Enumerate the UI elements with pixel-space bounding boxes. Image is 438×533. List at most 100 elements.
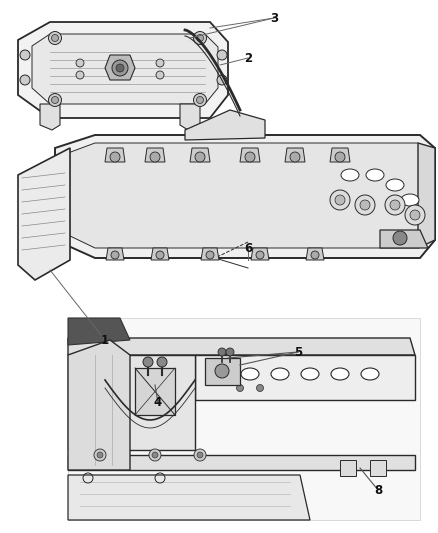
Circle shape	[110, 152, 120, 162]
Circle shape	[156, 71, 164, 79]
Ellipse shape	[241, 368, 259, 380]
Circle shape	[237, 384, 244, 392]
Circle shape	[156, 251, 164, 259]
Circle shape	[226, 348, 234, 356]
Polygon shape	[68, 318, 420, 520]
Circle shape	[94, 449, 106, 461]
Ellipse shape	[301, 368, 319, 380]
Polygon shape	[185, 110, 265, 140]
Circle shape	[206, 251, 214, 259]
Circle shape	[405, 205, 425, 225]
Circle shape	[194, 93, 206, 107]
Ellipse shape	[361, 368, 379, 380]
Text: 3: 3	[270, 12, 278, 25]
Polygon shape	[205, 358, 240, 385]
Circle shape	[335, 195, 345, 205]
Circle shape	[116, 64, 124, 72]
Circle shape	[157, 357, 167, 367]
Polygon shape	[180, 104, 200, 130]
Polygon shape	[106, 248, 124, 260]
Ellipse shape	[216, 368, 234, 380]
Polygon shape	[105, 55, 135, 80]
Ellipse shape	[341, 169, 359, 181]
Polygon shape	[380, 230, 428, 248]
Circle shape	[217, 75, 227, 85]
Polygon shape	[105, 148, 125, 162]
Polygon shape	[195, 355, 415, 400]
Circle shape	[410, 210, 420, 220]
Polygon shape	[340, 460, 356, 476]
Circle shape	[218, 348, 226, 356]
Circle shape	[355, 195, 375, 215]
Circle shape	[217, 50, 227, 60]
Circle shape	[194, 31, 206, 44]
Circle shape	[156, 59, 164, 67]
Circle shape	[215, 364, 229, 378]
Circle shape	[112, 60, 128, 76]
Polygon shape	[151, 248, 169, 260]
Circle shape	[20, 75, 30, 85]
Circle shape	[197, 452, 203, 458]
Text: 6: 6	[244, 241, 252, 254]
Polygon shape	[201, 248, 219, 260]
Ellipse shape	[386, 179, 404, 191]
Polygon shape	[145, 148, 165, 162]
Polygon shape	[68, 455, 415, 470]
Polygon shape	[251, 248, 269, 260]
Circle shape	[195, 152, 205, 162]
Circle shape	[197, 35, 204, 42]
Circle shape	[76, 71, 84, 79]
Polygon shape	[135, 368, 175, 415]
Text: 2: 2	[244, 52, 252, 64]
Polygon shape	[40, 104, 60, 130]
Circle shape	[150, 152, 160, 162]
Circle shape	[311, 251, 319, 259]
Circle shape	[257, 384, 264, 392]
Circle shape	[149, 449, 161, 461]
Polygon shape	[306, 248, 324, 260]
Text: 5: 5	[294, 345, 302, 359]
Circle shape	[385, 195, 405, 215]
Circle shape	[256, 251, 264, 259]
Polygon shape	[68, 475, 310, 520]
Polygon shape	[68, 340, 130, 470]
Polygon shape	[370, 460, 386, 476]
Polygon shape	[18, 22, 228, 118]
Polygon shape	[418, 143, 435, 248]
Text: 8: 8	[374, 483, 382, 497]
Circle shape	[143, 357, 153, 367]
Text: 4: 4	[154, 397, 162, 409]
Polygon shape	[68, 338, 415, 355]
Circle shape	[52, 35, 59, 42]
Ellipse shape	[401, 194, 419, 206]
Circle shape	[111, 251, 119, 259]
Circle shape	[97, 452, 103, 458]
Polygon shape	[18, 148, 70, 280]
Circle shape	[330, 190, 350, 210]
Polygon shape	[68, 143, 428, 248]
Ellipse shape	[366, 169, 384, 181]
Polygon shape	[68, 318, 130, 345]
Polygon shape	[55, 135, 435, 258]
Circle shape	[49, 93, 61, 107]
Polygon shape	[240, 148, 260, 162]
Circle shape	[360, 200, 370, 210]
Ellipse shape	[271, 368, 289, 380]
Circle shape	[335, 152, 345, 162]
Circle shape	[76, 59, 84, 67]
Circle shape	[245, 152, 255, 162]
Circle shape	[20, 50, 30, 60]
Text: 1: 1	[101, 334, 109, 346]
Ellipse shape	[331, 368, 349, 380]
Circle shape	[390, 200, 400, 210]
Polygon shape	[330, 148, 350, 162]
Polygon shape	[190, 148, 210, 162]
Circle shape	[393, 231, 407, 245]
Circle shape	[152, 452, 158, 458]
Polygon shape	[285, 148, 305, 162]
Circle shape	[197, 96, 204, 103]
Circle shape	[290, 152, 300, 162]
Circle shape	[52, 96, 59, 103]
Circle shape	[194, 449, 206, 461]
Circle shape	[49, 31, 61, 44]
